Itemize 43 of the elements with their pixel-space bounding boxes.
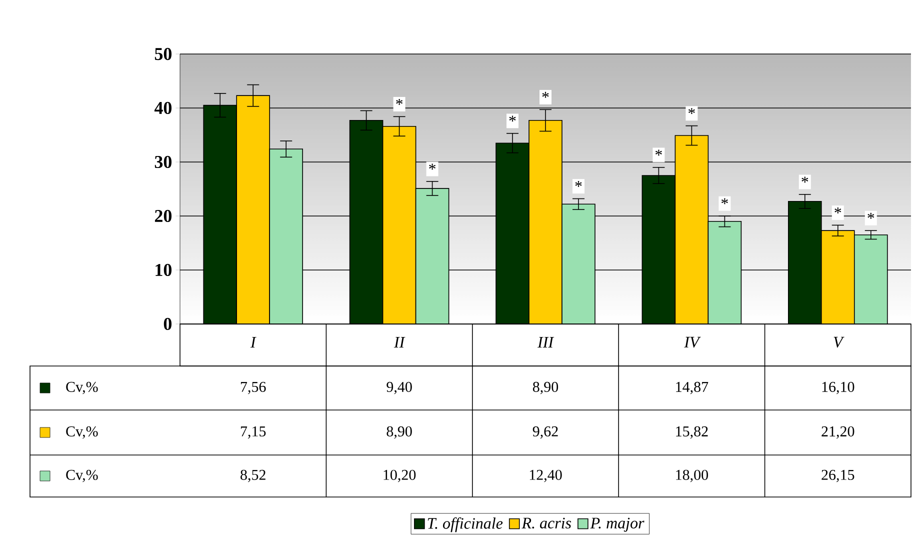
x-tick-label: IV: [684, 336, 701, 348]
text: Cv,%: [66, 426, 98, 439]
data-label: *: [834, 208, 842, 214]
legend-label: T. officinale: [428, 517, 503, 532]
text: 10,20: [384, 470, 416, 482]
data-label: *: [688, 108, 695, 114]
text: 18,00: [676, 470, 708, 482]
y-tick-label: 40: [154, 102, 172, 114]
data-label: *: [542, 92, 549, 98]
text: 8,90: [532, 382, 558, 394]
x-tick-label: II: [394, 337, 406, 348]
text: 15,82: [676, 426, 708, 439]
data-label: *: [868, 212, 874, 219]
text: 7,56: [240, 382, 266, 394]
data-label: *: [575, 181, 582, 187]
y-tick-label: 50: [154, 48, 172, 60]
legend-label: R. acris: [522, 518, 572, 529]
data-label: *: [802, 176, 808, 183]
y-tick-label: 30: [154, 156, 172, 168]
x-tick-label: V: [834, 336, 844, 348]
data-label: *: [396, 98, 403, 105]
data-label: *: [721, 198, 728, 204]
text: 21,20: [822, 426, 854, 439]
y-tick-label: 20: [154, 210, 172, 222]
y-tick-label: 10: [156, 264, 172, 276]
y-tick-label: 0: [164, 318, 172, 330]
text: 26,15: [822, 470, 854, 482]
x-tick-label: III: [537, 337, 554, 348]
text: 12,40: [530, 470, 562, 482]
text: Cv,%: [66, 382, 98, 394]
text: 16,10: [822, 382, 854, 394]
text: 14,87: [676, 382, 708, 394]
data-label: *: [509, 116, 516, 122]
x-tick-label: I: [250, 337, 256, 348]
text: 9,62: [532, 426, 558, 439]
text: 8,90: [386, 426, 412, 439]
data-label: *: [655, 150, 662, 156]
data-label: *: [429, 164, 436, 170]
legend-label: P. major: [590, 518, 644, 532]
text: 8,52: [240, 470, 266, 482]
text: 7,15: [240, 426, 266, 439]
text: 9,40: [386, 382, 412, 394]
text: Cv,%: [66, 470, 98, 482]
